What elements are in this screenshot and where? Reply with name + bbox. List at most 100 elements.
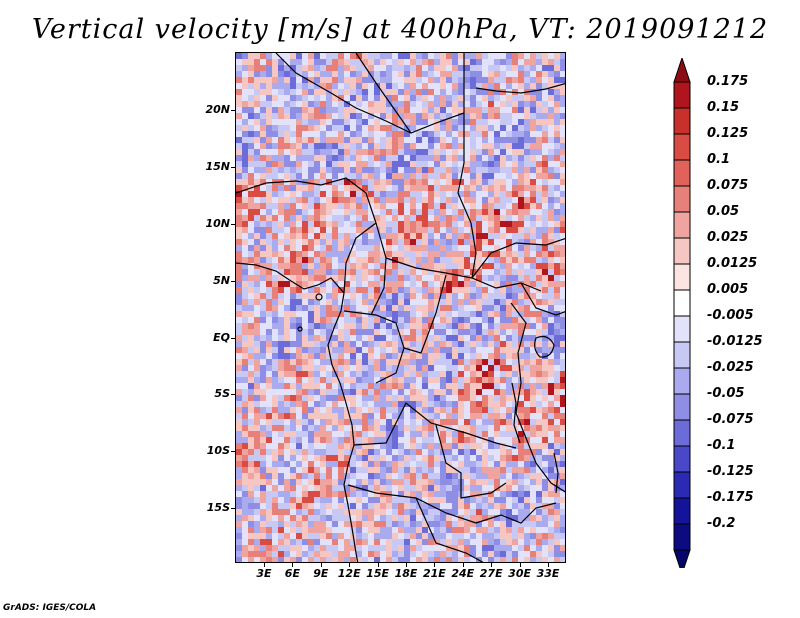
field-cell bbox=[356, 113, 362, 119]
field-cell bbox=[236, 185, 242, 191]
field-cell bbox=[278, 365, 284, 371]
field-cell bbox=[536, 89, 542, 95]
field-cell bbox=[416, 329, 422, 335]
field-cell bbox=[428, 455, 434, 461]
field-cell bbox=[242, 461, 248, 467]
field-cell bbox=[476, 293, 482, 299]
field-cell bbox=[542, 185, 548, 191]
field-cell bbox=[440, 131, 446, 137]
field-cell bbox=[506, 485, 512, 491]
field-cell bbox=[296, 527, 302, 533]
field-cell bbox=[440, 89, 446, 95]
field-cell bbox=[476, 419, 482, 425]
field-cell bbox=[536, 95, 542, 101]
field-cell bbox=[314, 335, 320, 341]
field-cell bbox=[524, 197, 530, 203]
field-cell bbox=[278, 431, 284, 437]
field-cell bbox=[536, 59, 542, 65]
field-cell bbox=[512, 161, 518, 167]
field-cell bbox=[530, 215, 536, 221]
field-cell bbox=[422, 137, 428, 143]
field-cell bbox=[248, 449, 254, 455]
field-cell bbox=[350, 323, 356, 329]
field-cell bbox=[434, 137, 440, 143]
field-cell bbox=[458, 251, 464, 257]
field-cell bbox=[530, 545, 536, 551]
field-cell bbox=[434, 323, 440, 329]
field-cell bbox=[542, 53, 548, 59]
field-cell bbox=[494, 473, 500, 479]
field-cell bbox=[272, 257, 278, 263]
field-cell bbox=[296, 353, 302, 359]
colorbar-label: -0.175 bbox=[707, 490, 754, 505]
field-cell bbox=[362, 305, 368, 311]
field-cell bbox=[332, 515, 338, 521]
field-cell bbox=[350, 527, 356, 533]
field-cell bbox=[530, 71, 536, 77]
field-cell bbox=[236, 401, 242, 407]
field-cell bbox=[290, 95, 296, 101]
field-cell bbox=[452, 275, 458, 281]
field-cell bbox=[482, 71, 488, 77]
field-cell bbox=[284, 311, 290, 317]
field-cell bbox=[506, 305, 512, 311]
field-cell bbox=[548, 485, 554, 491]
field-cell bbox=[380, 485, 386, 491]
field-cell bbox=[308, 143, 314, 149]
field-cell bbox=[236, 437, 242, 443]
field-cell bbox=[386, 131, 392, 137]
field-cell bbox=[344, 503, 350, 509]
field-cell bbox=[512, 557, 518, 562]
field-cell bbox=[278, 503, 284, 509]
field-cell bbox=[560, 125, 565, 131]
field-cell bbox=[440, 197, 446, 203]
field-cell bbox=[254, 83, 260, 89]
field-cell bbox=[518, 407, 524, 413]
field-cell bbox=[344, 209, 350, 215]
field-cell bbox=[560, 293, 565, 299]
field-cell bbox=[542, 395, 548, 401]
field-cell bbox=[260, 359, 266, 365]
field-cell bbox=[326, 173, 332, 179]
field-cell bbox=[236, 341, 242, 347]
field-cell bbox=[260, 143, 266, 149]
field-cell bbox=[344, 407, 350, 413]
field-cell bbox=[398, 275, 404, 281]
border-tanzania bbox=[535, 462, 565, 493]
field-cell bbox=[284, 521, 290, 527]
field-cell bbox=[332, 455, 338, 461]
field-cell bbox=[428, 383, 434, 389]
field-cell bbox=[500, 371, 506, 377]
field-cell bbox=[524, 335, 530, 341]
field-cell bbox=[338, 113, 344, 119]
field-cell bbox=[290, 329, 296, 335]
field-cell bbox=[356, 353, 362, 359]
field-cell bbox=[560, 107, 565, 113]
field-cell bbox=[314, 323, 320, 329]
field-cell bbox=[458, 551, 464, 557]
field-cell bbox=[524, 497, 530, 503]
field-cell bbox=[332, 281, 338, 287]
field-cell bbox=[458, 317, 464, 323]
field-cell bbox=[560, 113, 565, 119]
field-cell bbox=[314, 125, 320, 131]
field-cell bbox=[302, 383, 308, 389]
field-cell bbox=[458, 101, 464, 107]
field-cell bbox=[530, 467, 536, 473]
field-cell bbox=[308, 299, 314, 305]
field-cell bbox=[512, 437, 518, 443]
field-cell bbox=[260, 515, 266, 521]
field-cell bbox=[242, 455, 248, 461]
field-cell bbox=[512, 53, 518, 59]
field-cell bbox=[458, 377, 464, 383]
field-cell bbox=[494, 293, 500, 299]
field-cell bbox=[272, 83, 278, 89]
field-cell bbox=[242, 323, 248, 329]
field-cell bbox=[512, 479, 518, 485]
field-cell bbox=[302, 515, 308, 521]
field-cell bbox=[476, 311, 482, 317]
field-cell bbox=[356, 281, 362, 287]
field-cell bbox=[476, 443, 482, 449]
field-cell bbox=[260, 197, 266, 203]
field-cell bbox=[374, 311, 380, 317]
